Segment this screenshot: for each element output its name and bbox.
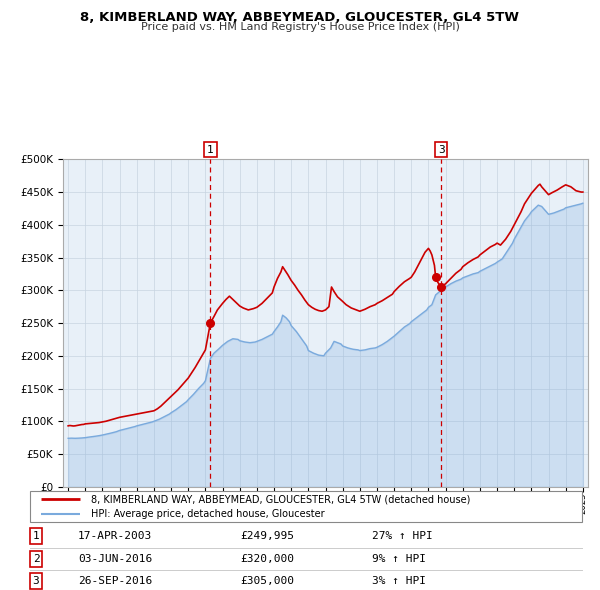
Text: £249,995: £249,995: [240, 532, 294, 541]
Text: 3% ↑ HPI: 3% ↑ HPI: [372, 576, 426, 586]
Text: 8, KIMBERLAND WAY, ABBEYMEAD, GLOUCESTER, GL4 5TW: 8, KIMBERLAND WAY, ABBEYMEAD, GLOUCESTER…: [80, 11, 520, 24]
Text: £320,000: £320,000: [240, 554, 294, 563]
Text: 9% ↑ HPI: 9% ↑ HPI: [372, 554, 426, 563]
Text: 3: 3: [438, 145, 445, 155]
Text: £305,000: £305,000: [240, 576, 294, 586]
FancyBboxPatch shape: [30, 491, 582, 522]
Text: 3: 3: [32, 576, 40, 586]
Text: HPI: Average price, detached house, Gloucester: HPI: Average price, detached house, Glou…: [91, 510, 325, 519]
Text: Price paid vs. HM Land Registry's House Price Index (HPI): Price paid vs. HM Land Registry's House …: [140, 22, 460, 32]
Text: 1: 1: [207, 145, 214, 155]
Text: 2: 2: [32, 554, 40, 563]
Text: 26-SEP-2016: 26-SEP-2016: [78, 576, 152, 586]
Text: 17-APR-2003: 17-APR-2003: [78, 532, 152, 541]
Text: 03-JUN-2016: 03-JUN-2016: [78, 554, 152, 563]
Text: 1: 1: [32, 532, 40, 541]
Text: 8, KIMBERLAND WAY, ABBEYMEAD, GLOUCESTER, GL4 5TW (detached house): 8, KIMBERLAND WAY, ABBEYMEAD, GLOUCESTER…: [91, 494, 470, 504]
Text: 27% ↑ HPI: 27% ↑ HPI: [372, 532, 433, 541]
